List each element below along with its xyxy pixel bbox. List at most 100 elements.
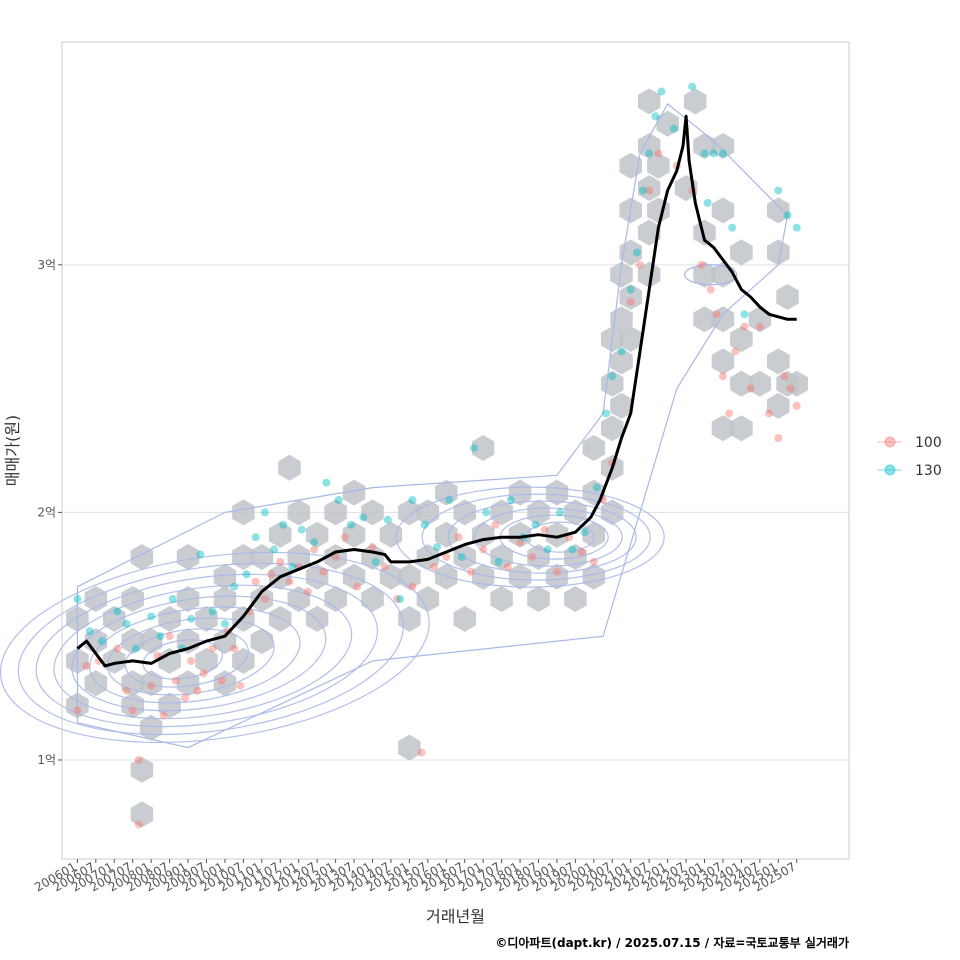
hexbin [324,586,347,612]
density-contour [35,573,379,728]
y-tick-label: 2억 [37,505,56,519]
hexbin [545,479,569,506]
point-130 [657,87,666,96]
point-100 [774,434,783,443]
y-tick-label: 3억 [37,258,56,272]
point-100 [134,820,143,829]
point-100 [740,322,749,331]
point-130 [371,557,380,566]
point-100 [251,577,260,586]
point-100 [73,706,82,715]
hexbin [158,647,181,674]
point-130 [334,496,343,505]
hexbin [776,284,799,310]
point-130 [531,520,540,529]
hexbin [693,306,716,333]
hexbin [527,499,550,526]
hexbin [711,197,735,224]
point-130 [122,619,131,628]
hexbin [453,605,476,632]
point-100 [134,755,143,764]
point-100 [516,538,525,547]
hexbin [250,628,274,655]
point-100 [528,552,537,561]
hexbin [342,479,366,506]
density-contour [76,102,789,749]
hexbin [84,670,108,697]
point-100 [171,676,180,685]
hexbin [545,563,569,590]
density-contour [684,264,738,286]
point-130 [617,347,626,356]
point-100 [765,409,774,418]
hexbin [232,605,255,632]
hexbin [213,563,237,590]
point-100 [122,686,131,695]
hexbin [103,647,126,674]
point-100 [712,310,721,319]
legend-label: 100 [915,435,942,451]
hexbin [619,284,642,310]
hexbin [84,586,108,612]
hexbin [711,306,735,333]
legend-label: 130 [915,463,942,479]
point-130 [270,545,279,554]
point-130 [469,444,478,453]
hexbin [693,261,716,288]
hexbin [711,348,735,375]
caption: ©디아파트(dapt.kr) / 2025.07.15 / 자료=국토교통부 실… [495,935,849,950]
hexbin [213,670,237,697]
hexbin [767,197,790,224]
density-contour [447,500,637,574]
hexbin [176,544,200,570]
point-130 [709,149,718,158]
point-130 [208,607,217,616]
hexbin [361,499,384,526]
hexbin [342,521,366,548]
point-100 [236,681,245,690]
point-130 [408,496,417,505]
point-100 [654,149,663,158]
point-130 [131,644,140,653]
hexbin [398,563,421,590]
point-130 [420,520,429,529]
density-contour [395,486,665,588]
hexbin [158,605,181,632]
trend-line-layer [76,114,797,668]
density-contour [106,617,275,696]
point-130 [651,112,660,121]
hexbin [767,348,790,375]
point-100 [780,372,789,381]
point-130 [251,533,260,542]
point-100 [503,562,512,571]
hexbin [637,88,661,115]
point-100 [340,533,349,542]
point-130 [260,508,269,517]
y-axis-ticks: 1억 2억 3억 [37,258,62,767]
point-100 [393,595,402,604]
legend-key-point [884,464,896,476]
point-130 [740,310,749,319]
hexbin [508,479,532,506]
point-100 [706,285,715,294]
density-contour [473,507,623,567]
point-100 [731,347,740,356]
hexbin [508,563,532,590]
point-130 [718,149,727,158]
point-100 [755,322,764,331]
hexbin [195,647,218,674]
point-100 [540,525,549,534]
point-130 [147,612,156,621]
point-130 [359,513,368,522]
point-100 [589,557,598,566]
hexbin [610,261,633,288]
point-100 [429,562,438,571]
hexbin [305,521,329,548]
point-100 [466,567,475,576]
point-130 [230,582,239,591]
panel-border [61,41,850,860]
hexbin [121,670,144,697]
hexbin [564,586,587,612]
point-130 [113,607,122,616]
hexbin [416,544,440,570]
